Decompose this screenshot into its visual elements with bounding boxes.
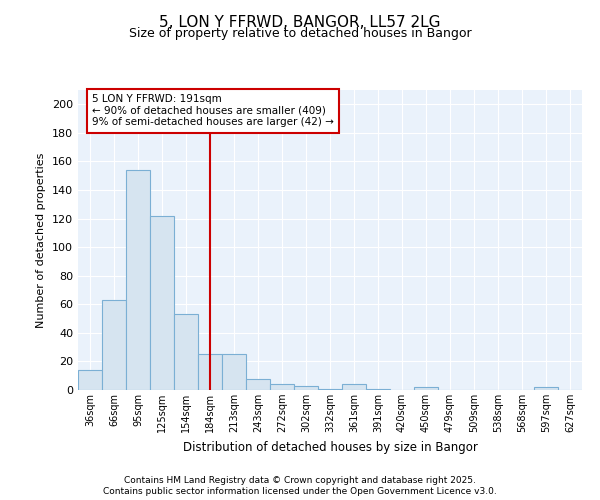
Text: 5, LON Y FFRWD, BANGOR, LL57 2LG: 5, LON Y FFRWD, BANGOR, LL57 2LG — [159, 15, 441, 30]
Text: 5 LON Y FFRWD: 191sqm
← 90% of detached houses are smaller (409)
9% of semi-deta: 5 LON Y FFRWD: 191sqm ← 90% of detached … — [92, 94, 334, 128]
Bar — [222, 354, 246, 390]
Bar — [318, 388, 342, 390]
Bar — [534, 387, 558, 390]
Bar — [150, 216, 174, 390]
Bar — [414, 387, 438, 390]
Bar — [342, 384, 366, 390]
Bar — [198, 354, 222, 390]
Bar — [78, 370, 102, 390]
Text: Contains public sector information licensed under the Open Government Licence v3: Contains public sector information licen… — [103, 488, 497, 496]
Bar — [246, 378, 270, 390]
Bar — [102, 300, 126, 390]
Text: Size of property relative to detached houses in Bangor: Size of property relative to detached ho… — [128, 28, 472, 40]
X-axis label: Distribution of detached houses by size in Bangor: Distribution of detached houses by size … — [182, 440, 478, 454]
Bar — [294, 386, 318, 390]
Y-axis label: Number of detached properties: Number of detached properties — [37, 152, 46, 328]
Bar — [174, 314, 198, 390]
Text: Contains HM Land Registry data © Crown copyright and database right 2025.: Contains HM Land Registry data © Crown c… — [124, 476, 476, 485]
Bar — [270, 384, 294, 390]
Bar — [126, 170, 150, 390]
Bar — [366, 388, 390, 390]
